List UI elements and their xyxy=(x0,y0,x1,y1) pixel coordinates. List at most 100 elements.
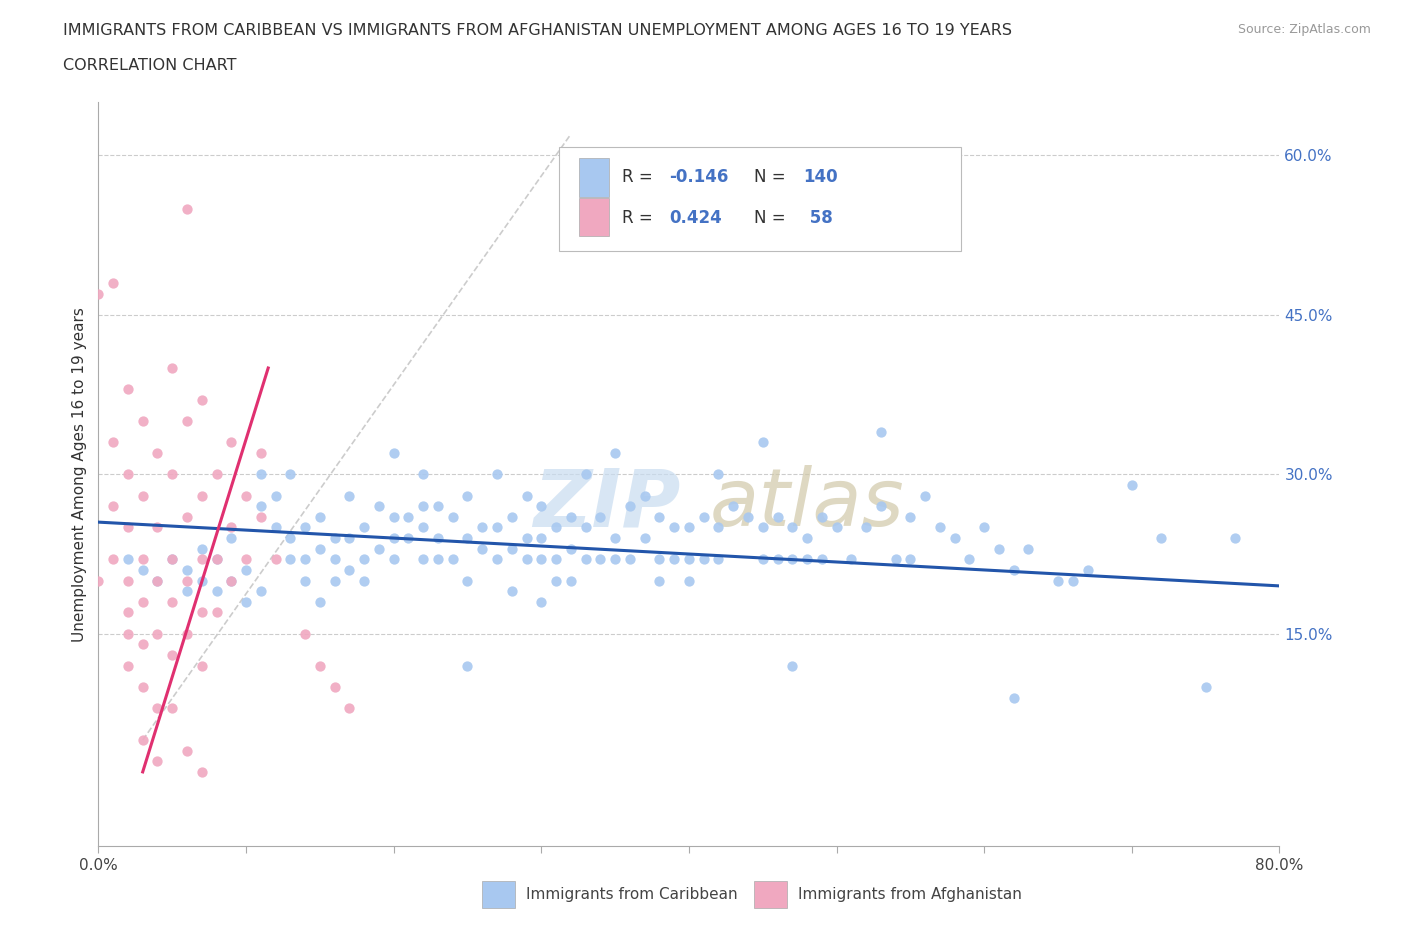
Point xyxy=(191,541,214,556)
Point xyxy=(162,647,183,662)
Bar xyxy=(482,882,516,908)
Text: 0.424: 0.424 xyxy=(669,208,721,227)
Point xyxy=(693,510,716,525)
Point xyxy=(132,414,155,429)
Point xyxy=(176,626,198,641)
Text: N =: N = xyxy=(754,168,790,186)
Point xyxy=(546,551,568,566)
Point xyxy=(457,531,479,546)
Point xyxy=(309,541,332,556)
Point xyxy=(264,488,287,503)
Point xyxy=(398,531,420,546)
Point xyxy=(191,573,214,588)
Point xyxy=(294,520,316,535)
Point xyxy=(162,594,183,609)
Point xyxy=(546,573,568,588)
Point xyxy=(486,551,509,566)
Point xyxy=(323,680,346,695)
Point xyxy=(619,498,641,513)
Point xyxy=(560,510,582,525)
Point xyxy=(146,626,169,641)
Point xyxy=(900,551,922,566)
Point xyxy=(605,531,627,546)
Point xyxy=(678,551,700,566)
Point xyxy=(146,573,169,588)
Point xyxy=(605,551,627,566)
Point xyxy=(810,551,832,566)
Point xyxy=(560,573,582,588)
Point xyxy=(176,573,198,588)
Point xyxy=(221,573,243,588)
Point xyxy=(221,520,243,535)
Point xyxy=(530,551,553,566)
Point xyxy=(280,531,302,546)
Text: N =: N = xyxy=(754,208,790,227)
Point xyxy=(191,392,214,407)
Point xyxy=(486,520,509,535)
Point xyxy=(782,658,804,673)
Point xyxy=(752,551,775,566)
Point xyxy=(1150,531,1173,546)
Point xyxy=(841,551,863,566)
Point xyxy=(250,467,273,482)
Point xyxy=(782,551,804,566)
Point xyxy=(575,467,598,482)
Point xyxy=(501,541,523,556)
Point xyxy=(516,488,538,503)
Point xyxy=(132,563,155,578)
Point xyxy=(973,520,995,535)
Point xyxy=(146,520,169,535)
Point xyxy=(87,573,110,588)
Point xyxy=(752,435,775,450)
Point xyxy=(353,573,375,588)
Point xyxy=(87,286,110,301)
Point xyxy=(382,531,405,546)
Point xyxy=(205,551,228,566)
Point xyxy=(766,510,789,525)
Point xyxy=(471,520,494,535)
Y-axis label: Unemployment Among Ages 16 to 19 years: Unemployment Among Ages 16 to 19 years xyxy=(72,307,87,642)
Point xyxy=(427,531,450,546)
Text: R =: R = xyxy=(621,168,658,186)
Point xyxy=(855,520,877,535)
Point xyxy=(294,573,316,588)
Point xyxy=(264,551,287,566)
Point xyxy=(707,520,730,535)
Point xyxy=(205,467,228,482)
Point xyxy=(634,488,657,503)
Point xyxy=(605,445,627,460)
Point xyxy=(250,445,273,460)
Point xyxy=(398,510,420,525)
Point xyxy=(530,498,553,513)
Point xyxy=(648,573,671,588)
Point xyxy=(1018,541,1040,556)
Point xyxy=(575,520,598,535)
Point xyxy=(191,764,214,779)
Text: atlas: atlas xyxy=(710,465,904,543)
Point xyxy=(427,551,450,566)
Point xyxy=(959,551,981,566)
Point xyxy=(117,551,139,566)
Point xyxy=(235,551,257,566)
Point xyxy=(516,551,538,566)
Point xyxy=(176,563,198,578)
Point xyxy=(323,531,346,546)
Point xyxy=(176,743,198,758)
Point xyxy=(678,573,700,588)
Point xyxy=(752,520,775,535)
Point xyxy=(235,594,257,609)
Point xyxy=(412,551,434,566)
FancyBboxPatch shape xyxy=(560,147,960,251)
Point xyxy=(205,584,228,599)
Point xyxy=(766,551,789,566)
Point xyxy=(191,605,214,620)
Point xyxy=(457,488,479,503)
Point xyxy=(693,551,716,566)
Text: -0.146: -0.146 xyxy=(669,168,728,186)
Point xyxy=(1195,680,1218,695)
Point xyxy=(280,467,302,482)
Text: 140: 140 xyxy=(803,168,838,186)
Point xyxy=(1062,573,1084,588)
Point xyxy=(103,551,125,566)
Point xyxy=(441,510,464,525)
